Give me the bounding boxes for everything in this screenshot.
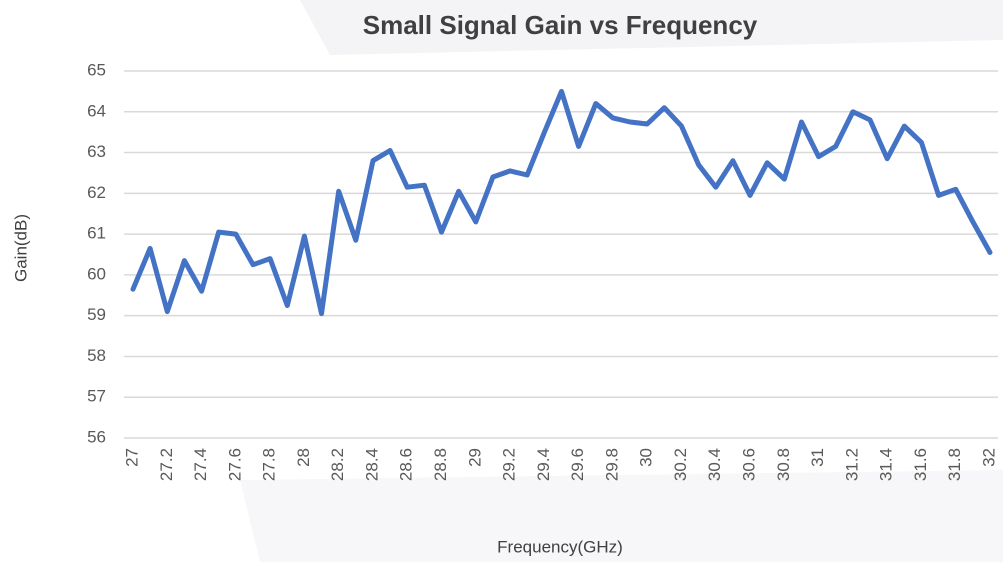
y-axis-label: Gain(dB) [11,214,30,282]
x-tick-label: 29.4 [534,448,553,481]
x-tick-label: 27 [122,448,141,467]
x-tick-label: 30 [637,448,656,467]
x-tick-label: 31.2 [842,448,861,481]
x-tick-label: 30.4 [705,448,724,481]
x-tick-label: 27.4 [191,448,210,481]
y-tick-label: 57 [87,387,106,406]
x-tick-label: 28.4 [362,448,381,481]
x-tick-label: 27.8 [260,448,279,481]
y-tick-label: 60 [87,264,106,283]
x-tick-label: 28.2 [328,448,347,481]
y-tick-label: 65 [87,60,106,79]
x-tick-label: 28.8 [431,448,450,481]
x-tick-label: 27.2 [157,448,176,481]
y-tick-label: 64 [87,101,106,120]
x-axis-label: Frequency(GHz) [497,537,623,556]
x-tick-label: 31.6 [911,448,930,481]
x-tick-label: 29 [465,448,484,467]
x-tick-label: 30.8 [774,448,793,481]
y-tick-label: 56 [87,427,106,446]
data-line [130,88,993,317]
x-tick-label: 29.8 [602,448,621,481]
x-tick-label: 29.6 [568,448,587,481]
y-tick-label: 59 [87,305,106,324]
x-tick-label: 28 [294,448,313,467]
y-tick-label: 58 [87,346,106,365]
x-tick-label: 28.6 [397,448,416,481]
background-shape [300,0,1003,55]
x-tick-label: 27.6 [225,448,244,481]
chart-title: Small Signal Gain vs Frequency [363,10,758,40]
x-tick-label: 30.6 [740,448,759,481]
x-tick-label: 31.8 [945,448,964,481]
background-shape [240,470,1003,562]
x-tick-label: 29.2 [500,448,519,481]
x-tick-label: 32 [979,448,998,467]
x-tick-label: 31 [808,448,827,467]
y-tick-label: 63 [87,142,106,161]
y-tick-label: 61 [87,224,106,243]
x-tick-label: 31.4 [877,448,896,481]
x-tick-label: 30.2 [671,448,690,481]
y-tick-label: 62 [87,183,106,202]
